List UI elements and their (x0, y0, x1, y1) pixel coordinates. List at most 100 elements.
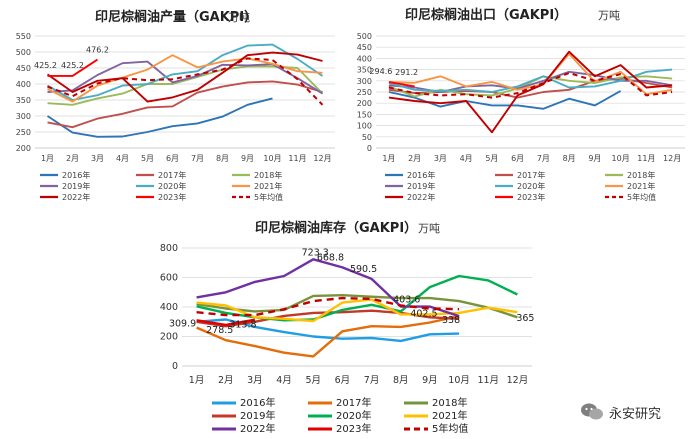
series-line-2023年 (196, 318, 256, 327)
x-tick-label: 12月 (507, 375, 529, 386)
y-tick-label: 300 (16, 112, 31, 121)
legend-label: 2021年 (254, 181, 282, 191)
x-tick-label: 6月 (511, 154, 524, 163)
legend: 2016年 2017年 2018年 2019年 2020年 2021年 2022年 2023年… (40, 170, 283, 202)
y-tick-label: 500 (16, 48, 31, 57)
data-label: 668.8 (317, 252, 344, 263)
unit-label: 万吨 (418, 222, 440, 235)
x-tick-label: 5月 (305, 375, 321, 386)
series-line-2023年 (388, 81, 415, 88)
legend-label: 2016年 (407, 170, 435, 180)
x-tick-label: 7月 (537, 154, 550, 163)
data-label: 338 (442, 315, 460, 326)
x-tick-label: 5月 (485, 154, 498, 163)
legend-label: 2021年 (627, 181, 655, 191)
x-tick-label: 1月 (382, 154, 395, 163)
series-line-5年均值 (196, 296, 460, 317)
data-label: 278.5 (206, 325, 233, 336)
series-line-2022年 (196, 258, 460, 318)
series-line-2020年 (47, 43, 324, 101)
y-tick-label: 0 (367, 144, 372, 153)
chart-stock: 印尼棕榈油库存（GAKPI） 万吨 0 200 400 600 800 1月 2月 3月 4月 5月 6… (160, 220, 535, 435)
y-tick-label: 150 (357, 110, 372, 119)
data-label: 476.2 (86, 46, 109, 55)
y-tick-label: 200 (16, 144, 31, 153)
y-tick-label: 800 (160, 243, 178, 254)
series-line-2022年 (46, 51, 323, 103)
legend-label: 2018年 (254, 170, 282, 180)
x-tick-label: 4月 (276, 375, 292, 386)
y-tick-label: 250 (357, 88, 372, 97)
y-tick-label: 200 (160, 332, 178, 343)
legend-label: 2018年 (432, 396, 467, 409)
x-tick-label: 8月 (393, 375, 409, 386)
series-line-2019年 (47, 60, 323, 95)
data-label: 291.2 (395, 68, 418, 77)
data-label: 425.2 (61, 61, 84, 70)
data-label: 425.2 (34, 61, 57, 70)
legend-label: 2023年 (158, 192, 186, 202)
unit-label: 万吨 (598, 9, 620, 22)
series-line-2017年 (196, 314, 460, 358)
legend-label: 2022年 (62, 192, 90, 202)
chart-title: 印尼棕榈油产量（GAKPI） (95, 9, 257, 25)
x-tick-label: 6月 (335, 375, 351, 386)
legend-label: 2023年 (336, 422, 371, 435)
legend-label: 2019年 (62, 181, 90, 191)
x-tick-label: 4月 (116, 154, 129, 163)
x-tick-label: 8月 (563, 154, 576, 163)
x-tick-label: 1月 (189, 375, 205, 386)
watermark: 永安研究 (580, 402, 661, 422)
y-tick-label: 450 (357, 43, 372, 52)
legend-label: 2017年 (517, 170, 545, 180)
chart-prod: 印尼棕榈油产量（GAKPI）万吨 200 250 300 350 400 450 500 550… (16, 9, 335, 202)
series-line-2016年 (46, 97, 273, 138)
x-tick-label: 7月 (364, 375, 380, 386)
legend-label: 2020年 (336, 409, 371, 422)
y-tick-label: 350 (357, 66, 372, 75)
wechat-icon (581, 403, 603, 420)
legend-label: 2018年 (627, 170, 655, 180)
watermark-text: 永安研究 (609, 406, 662, 422)
legend-label: 2020年 (517, 181, 545, 191)
x-tick-label: 2月 (408, 154, 421, 163)
legend-label: 2021年 (432, 409, 467, 422)
legend-label: 2017年 (336, 396, 371, 409)
legend: 2016年 2017年 2018年 2019年 2020年 2021年 2022年 2023年… (385, 170, 656, 202)
x-tick-label: 3月 (434, 154, 447, 163)
x-tick-label: 12月 (663, 154, 681, 163)
x-tick-label: 3月 (91, 154, 104, 163)
data-label: 403.6 (393, 294, 420, 305)
x-tick-label: 4月 (460, 154, 473, 163)
x-tick-label: 9月 (588, 154, 601, 163)
x-tick-label: 10月 (612, 154, 630, 163)
legend-label: 2016年 (62, 170, 90, 180)
legend-label: 2023年 (517, 192, 545, 202)
series-line-2018年 (196, 294, 518, 319)
x-tick-label: 1月 (41, 154, 54, 163)
series-line-5年均值 (388, 72, 673, 99)
legend-label: 5年均值 (627, 192, 656, 202)
legend-label: 2022年 (240, 422, 275, 435)
data-label: 365 (516, 313, 534, 324)
chart-title: 印尼棕榈油出口（GAKPI） (405, 7, 567, 23)
series-line-2022年 (388, 50, 673, 134)
x-tick-label: 10月 (448, 375, 470, 386)
x-tick-label: 6月 (166, 154, 179, 163)
y-tick-label: 50 (362, 133, 372, 142)
x-tick-label: 5月 (141, 154, 154, 163)
x-tick-label: 11月 (477, 375, 499, 386)
data-label: 309.9 (169, 318, 196, 329)
x-tick-label: 10月 (263, 154, 281, 163)
y-tick-label: 350 (16, 96, 31, 105)
series-line-2017年 (47, 80, 323, 129)
legend-label: 2019年 (240, 409, 275, 422)
y-tick-label: 0 (172, 361, 178, 372)
x-tick-label: 2月 (218, 375, 234, 386)
legend-label: 2017年 (158, 170, 186, 180)
y-tick-label: 550 (16, 32, 31, 41)
series-line-2023年 (47, 58, 99, 77)
y-tick-label: 250 (16, 128, 31, 137)
x-tick-label: 3月 (247, 375, 263, 386)
